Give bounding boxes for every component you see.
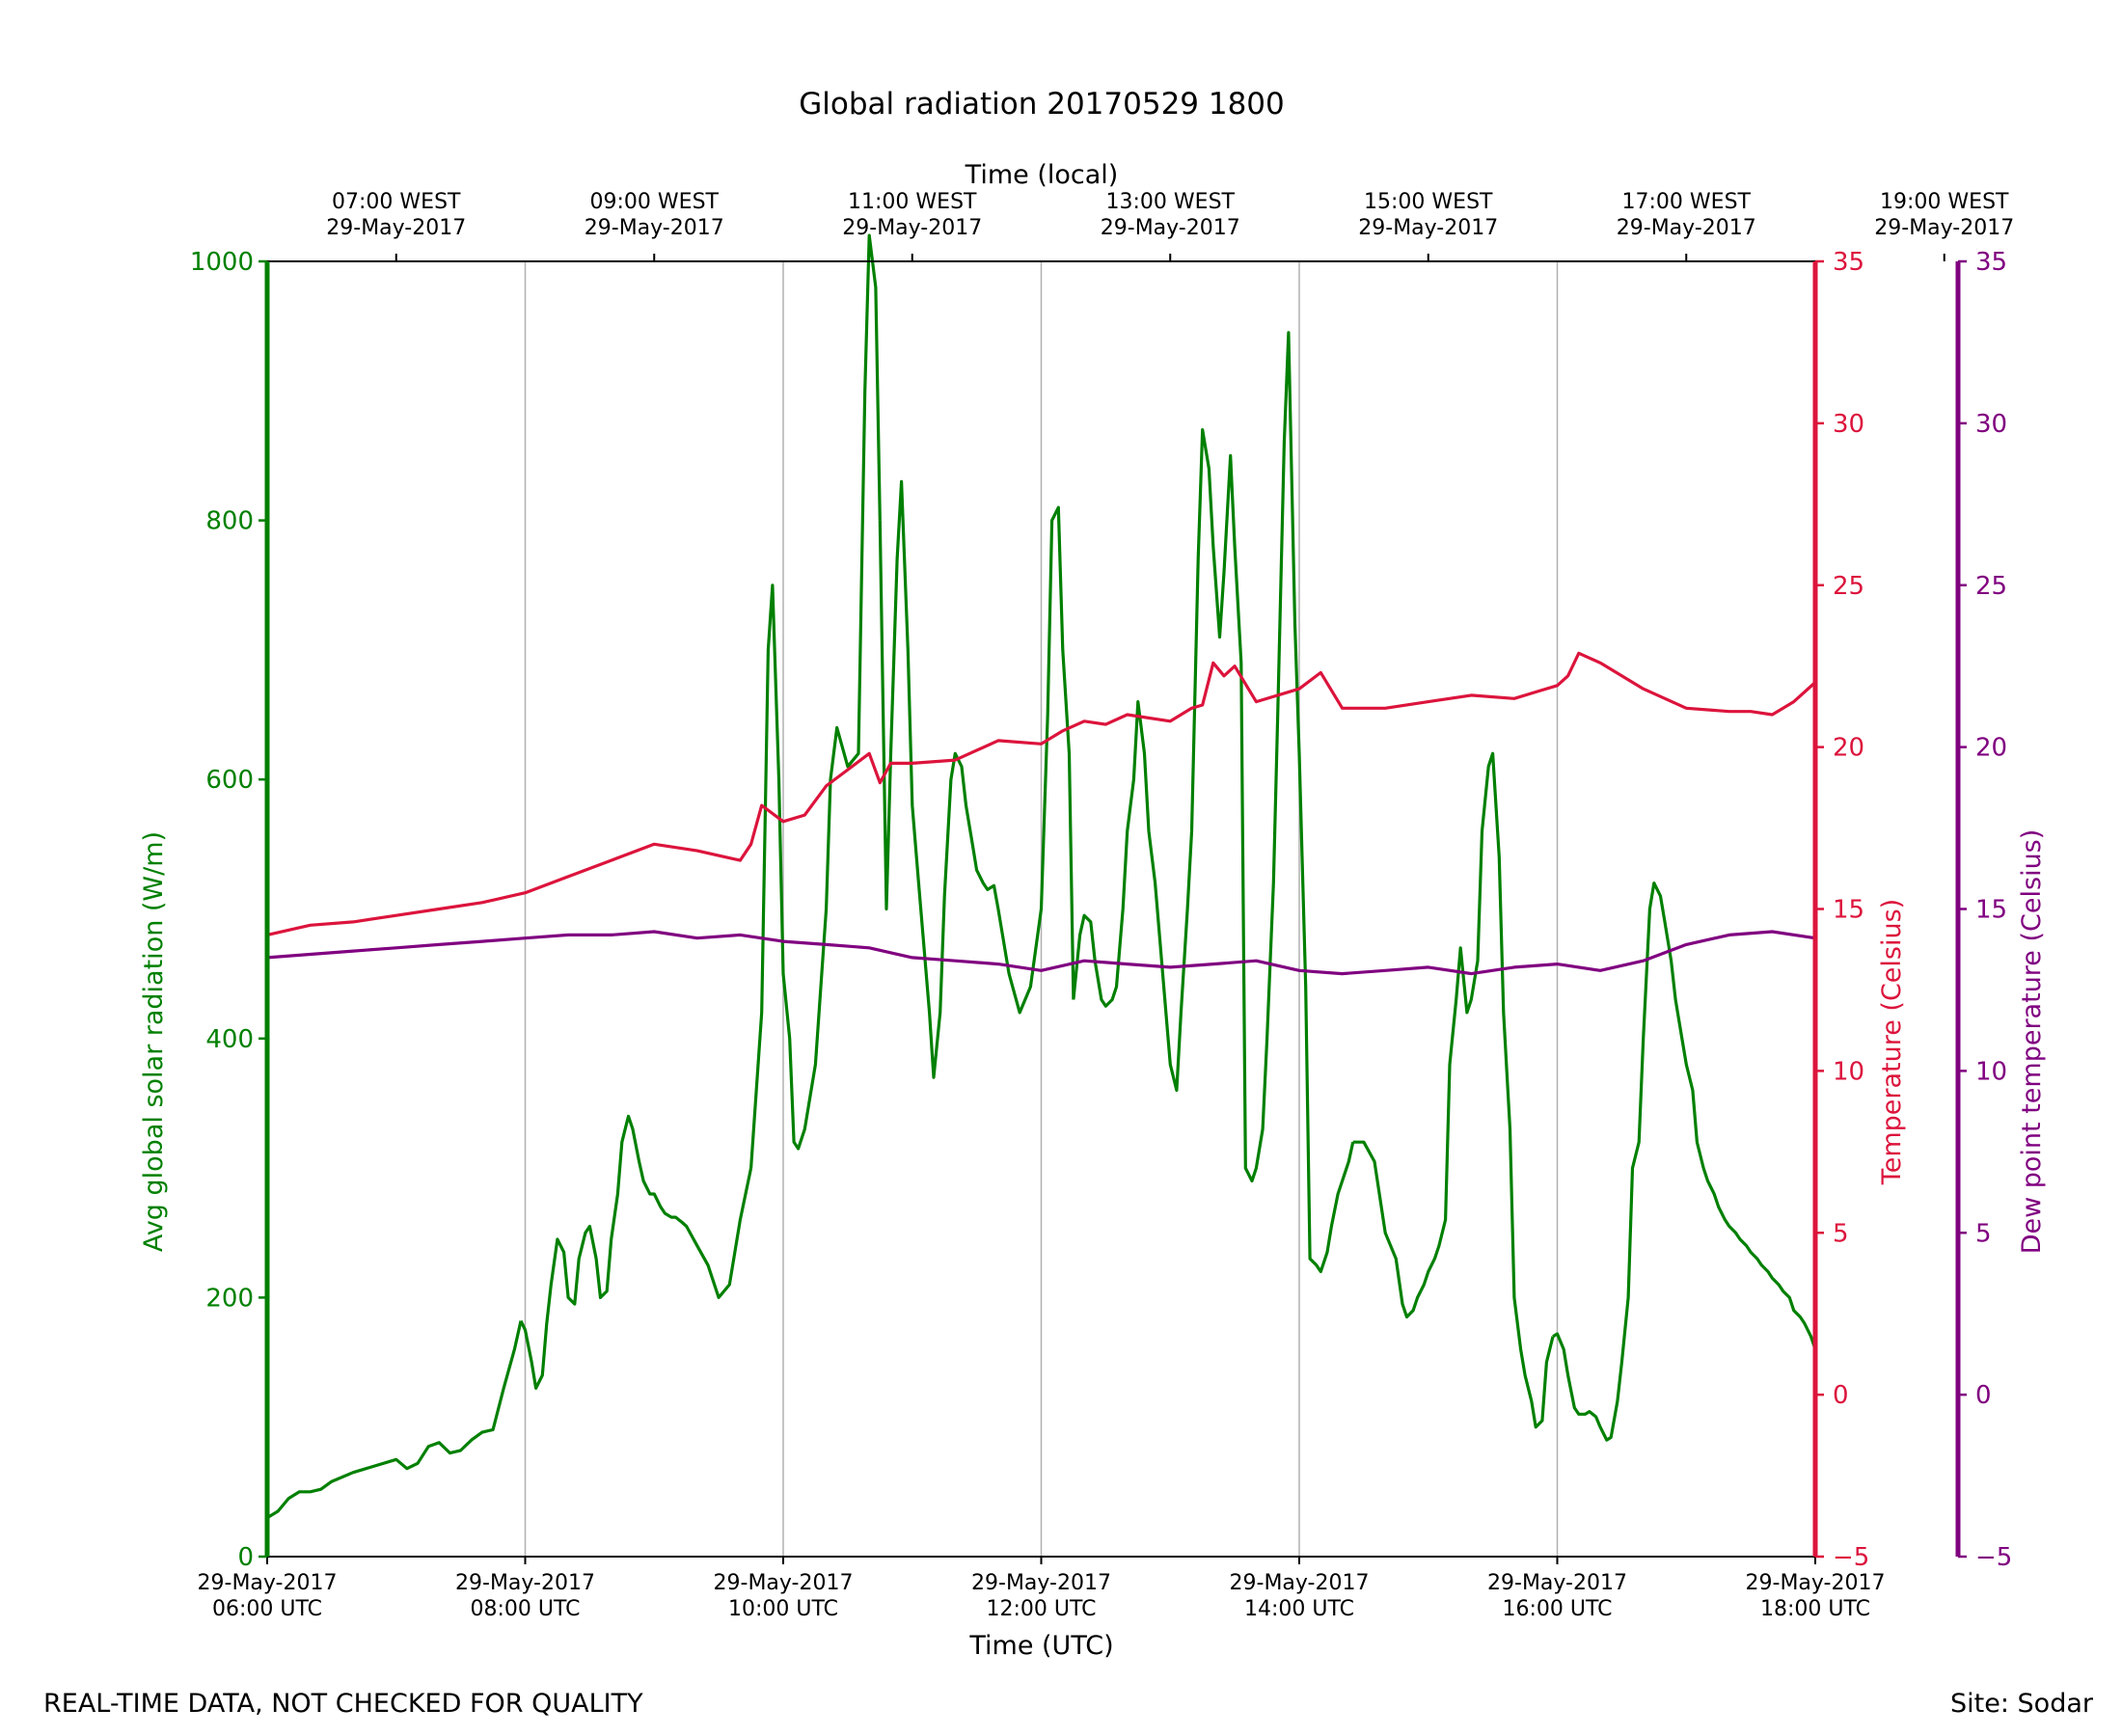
temperature-tick-label: 10 bbox=[1833, 1057, 1864, 1086]
x-axis-label: Time (UTC) bbox=[968, 1631, 1113, 1661]
radiation-tick-label: 400 bbox=[205, 1025, 254, 1054]
x2-tick-label: 13:00 WEST bbox=[1106, 190, 1236, 214]
temperature-tick-label: 0 bbox=[1833, 1381, 1849, 1410]
x2-tick-label: 09:00 WEST bbox=[590, 190, 720, 214]
series-layer bbox=[266, 233, 1817, 1520]
x2-tick-date: 29-May-2017 bbox=[1617, 216, 1756, 240]
x-tick-label: 16:00 UTC bbox=[1502, 1597, 1612, 1621]
chart-title: Global radiation 20170529 1800 bbox=[799, 87, 1285, 122]
x-tick-date: 29-May-2017 bbox=[198, 1571, 338, 1595]
x-tick-date: 29-May-2017 bbox=[1746, 1571, 1886, 1595]
dewpoint-tick-label: 20 bbox=[1975, 734, 2007, 763]
x2-tick-label: 19:00 WEST bbox=[1880, 190, 2009, 214]
x-tick-label: 18:00 UTC bbox=[1760, 1597, 1870, 1621]
x-tick-date: 29-May-2017 bbox=[1230, 1571, 1370, 1595]
temperature-tick-label: 25 bbox=[1833, 572, 1864, 601]
radiation-tick-label: 200 bbox=[205, 1284, 254, 1313]
x2-tick-date: 29-May-2017 bbox=[585, 216, 724, 240]
radiation-tick-label: 0 bbox=[237, 1543, 254, 1572]
dewpoint-tick-label: 15 bbox=[1975, 896, 2007, 925]
dewpoint-axis-label: Dew point temperature (Celsius) bbox=[2017, 829, 2047, 1255]
temperature-series-line bbox=[266, 651, 1817, 936]
radiation-tick-label: 1000 bbox=[190, 248, 254, 277]
temperature-axis-label: Temperature (Celsius) bbox=[1877, 899, 1907, 1185]
x2-tick-date: 29-May-2017 bbox=[1101, 216, 1240, 240]
dewpoint-tick-label: −5 bbox=[1975, 1543, 2012, 1572]
x-tick-label: 14:00 UTC bbox=[1244, 1597, 1354, 1621]
radiation-series-line bbox=[1552, 881, 1817, 1442]
x2-tick-label: 15:00 WEST bbox=[1364, 190, 1493, 214]
radiation-series-line bbox=[749, 233, 882, 1169]
x-tick-date: 29-May-2017 bbox=[1487, 1571, 1627, 1595]
x-tick-date: 29-May-2017 bbox=[455, 1571, 595, 1595]
x-tick-label: 06:00 UTC bbox=[212, 1597, 322, 1621]
dewpoint-tick-label: 5 bbox=[1975, 1219, 1992, 1248]
x2-tick-date: 29-May-2017 bbox=[1874, 216, 2014, 240]
x2-tick-date: 29-May-2017 bbox=[842, 216, 982, 240]
x2-axis-label: Time (local) bbox=[965, 160, 1119, 190]
x-tick-date: 29-May-2017 bbox=[971, 1571, 1111, 1595]
x-tick-label: 08:00 UTC bbox=[470, 1597, 580, 1621]
dewpoint-series-line bbox=[266, 930, 1816, 976]
x2-tick-label: 11:00 WEST bbox=[848, 190, 977, 214]
x-tick-date: 29-May-2017 bbox=[714, 1571, 854, 1595]
radiation-series-line bbox=[519, 1114, 753, 1391]
site-label: Site: Sodar bbox=[1950, 1689, 2094, 1719]
dewpoint-tick-label: 25 bbox=[1975, 572, 2007, 601]
radiation-series-line bbox=[1072, 699, 1194, 1093]
temperature-tick-label: 5 bbox=[1833, 1219, 1849, 1248]
temperature-tick-label: 15 bbox=[1833, 896, 1864, 925]
x-tick-label: 12:00 UTC bbox=[986, 1597, 1096, 1621]
x2-tick-label: 07:00 WEST bbox=[332, 190, 461, 214]
temperature-tick-label: 20 bbox=[1833, 734, 1864, 763]
temperature-tick-label: 30 bbox=[1833, 410, 1864, 439]
x2-tick-label: 17:00 WEST bbox=[1622, 190, 1752, 214]
radiation-tick-label: 800 bbox=[205, 507, 254, 536]
radiation-axis-label: Avg global solar radiation (W/m) bbox=[139, 831, 169, 1252]
dewpoint-tick-label: 30 bbox=[1975, 410, 2007, 439]
temperature-tick-label: −5 bbox=[1833, 1543, 1869, 1572]
quality-note: REAL-TIME DATA, NOT CHECKED FOR QUALITY bbox=[43, 1689, 643, 1719]
radiation-series-line bbox=[266, 1320, 523, 1520]
dewpoint-tick-label: 35 bbox=[1975, 248, 2007, 277]
radiation-tick-label: 600 bbox=[205, 766, 254, 795]
x2-tick-date: 29-May-2017 bbox=[326, 216, 466, 240]
radiation-series-line bbox=[1352, 751, 1555, 1429]
radiation-series-line bbox=[1189, 331, 1355, 1274]
radiation-series-line bbox=[878, 479, 1075, 1079]
temperature-tick-label: 35 bbox=[1833, 248, 1864, 277]
x2-tick-date: 29-May-2017 bbox=[1358, 216, 1498, 240]
dewpoint-tick-label: 10 bbox=[1975, 1057, 2007, 1086]
dewpoint-tick-label: 0 bbox=[1975, 1381, 1992, 1410]
x-tick-label: 10:00 UTC bbox=[728, 1597, 838, 1621]
